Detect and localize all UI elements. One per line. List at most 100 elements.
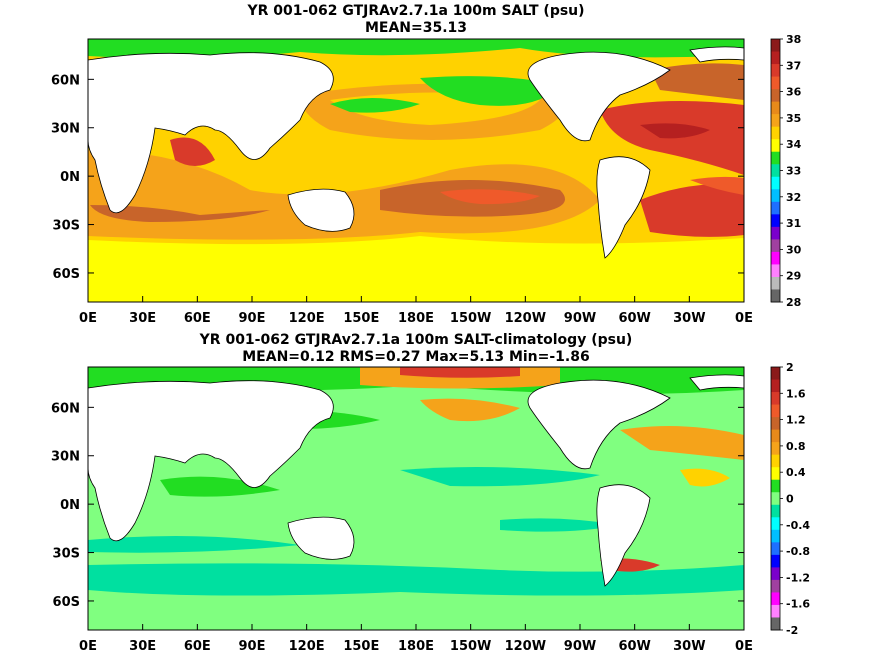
colorbar-segment [771, 201, 780, 215]
x-tick-label: 120E [289, 311, 325, 326]
colorbar-segment [771, 529, 780, 543]
chart-2-title: YR 001-062 GTJRAv2.7.1a 100m SALT-climat… [199, 332, 633, 348]
colorbar-segment [771, 64, 780, 78]
colorbar-label: 0.8 [786, 440, 806, 453]
y-tick-label: 60S [53, 595, 80, 610]
x-tick-label: 90W [564, 311, 596, 326]
colorbar-segment [771, 554, 780, 568]
x-tick-label: 0E [79, 311, 97, 326]
colorbar-label: 35 [786, 112, 801, 125]
colorbar-label: 33 [786, 165, 801, 178]
colorbar-segment [771, 214, 780, 228]
colorbar-segment [771, 189, 780, 203]
colorbar-segment [771, 89, 780, 103]
x-tick-label: 60E [184, 639, 211, 654]
colorbar-segment [771, 542, 780, 556]
x-tick-label: 0E [735, 311, 753, 326]
colorbar-label: 0 [786, 493, 794, 506]
colorbar-label: 2 [786, 361, 794, 374]
x-tick-label: 180E [398, 311, 434, 326]
y-tick-label: 30S [53, 547, 80, 562]
salt-anomaly-map [88, 367, 744, 630]
colorbar-segment [771, 114, 780, 128]
x-tick-label: 30W [673, 639, 705, 654]
colorbar-segment [771, 51, 780, 65]
x-tick-label: 30E [129, 311, 156, 326]
chart-2-subtitle: MEAN=0.12 RMS=0.27 Max=5.13 Min=-1.86 [242, 349, 590, 365]
x-tick-label: 0E [79, 639, 97, 654]
colorbar-segment [771, 151, 780, 165]
colorbar-segment [771, 367, 780, 381]
colorbar-segment [771, 454, 780, 468]
colorbar-label: 34 [786, 138, 802, 151]
y-tick-label: 30S [53, 219, 80, 234]
colorbar-segment [771, 39, 780, 53]
y-tick-label: 60N [51, 401, 80, 416]
colorbar-segment [771, 379, 780, 393]
colorbar-segment [771, 492, 780, 506]
colorbar-segment [771, 404, 780, 418]
colorbar-label: 32 [786, 191, 801, 204]
x-tick-label: 150W [450, 311, 491, 326]
colorbar-segment [771, 567, 780, 581]
colorbar-label: 29 [786, 270, 801, 283]
x-tick-label: 150E [343, 311, 379, 326]
colorbar-label: -2 [786, 624, 798, 637]
colorbar-segment [771, 276, 780, 290]
x-tick-label: 90W [564, 639, 596, 654]
colorbar-segment [771, 176, 780, 190]
colorbar-segment [771, 264, 780, 278]
x-tick-label: 150E [343, 639, 379, 654]
x-tick-label: 60W [618, 639, 650, 654]
colorbar-label: 1.2 [786, 414, 806, 427]
colorbar-segment [771, 251, 780, 265]
chart-1-title: YR 001-062 GTJRAv2.7.1a 100m SALT (psu) [247, 3, 585, 19]
colorbar-segment [771, 392, 780, 406]
colorbar-label: 0.4 [786, 466, 806, 479]
colorbar-label: 37 [786, 59, 801, 72]
colorbar-label: 1.6 [786, 387, 806, 400]
colorbar-label: 31 [786, 217, 801, 230]
colorbar-segment [771, 479, 780, 493]
x-tick-label: 180E [398, 639, 434, 654]
colorbar-segment [771, 126, 780, 140]
y-tick-label: 30N [51, 450, 80, 465]
colorbar-label: 38 [786, 33, 801, 46]
y-tick-label: 60N [51, 73, 80, 88]
x-tick-label: 120E [289, 639, 325, 654]
x-tick-label: 120W [505, 639, 546, 654]
x-tick-label: 30W [673, 311, 705, 326]
colorbar-segment [771, 76, 780, 90]
colorbar-segment [771, 239, 780, 253]
colorbar-segment [771, 442, 780, 456]
y-tick-label: 30N [51, 122, 80, 137]
colorbar-label: -0.4 [786, 519, 810, 532]
colorbar-label: 30 [786, 243, 802, 256]
x-tick-label: 120W [505, 311, 546, 326]
x-tick-label: 30E [129, 639, 156, 654]
colorbar-segment [771, 417, 780, 431]
colorbar-segment [771, 579, 780, 593]
y-tick-label: 0N [60, 170, 80, 185]
colorbar-label: -1.2 [786, 571, 810, 584]
colorbar-segment [771, 504, 780, 518]
colorbar-segment [771, 429, 780, 443]
y-tick-label: 60S [53, 267, 80, 282]
y-tick-label: 0N [60, 498, 80, 513]
x-tick-label: 90E [239, 311, 266, 326]
chart-1-subtitle: MEAN=35.13 [364, 20, 468, 36]
salt-map [88, 39, 744, 302]
colorbar-segment [771, 139, 780, 153]
colorbar-segment [771, 467, 780, 481]
x-tick-label: 60E [184, 311, 211, 326]
colorbar-label: 28 [786, 296, 801, 309]
x-tick-label: 90E [239, 639, 266, 654]
x-tick-label: 150W [450, 639, 491, 654]
colorbar-segment [771, 604, 780, 618]
colorbar-segment [771, 226, 780, 240]
colorbar-label: 36 [786, 86, 802, 99]
colorbar-segment [771, 617, 780, 631]
colorbar-segment [771, 517, 780, 531]
colorbar-segment [771, 101, 780, 115]
